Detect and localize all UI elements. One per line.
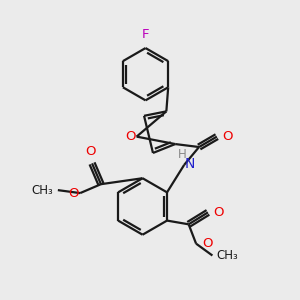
Text: O: O [68, 187, 79, 200]
Text: O: O [202, 237, 213, 250]
Text: N: N [184, 157, 195, 171]
Text: O: O [85, 145, 96, 158]
Text: H: H [178, 148, 187, 161]
Text: O: O [213, 206, 224, 219]
Text: CH₃: CH₃ [217, 249, 239, 262]
Text: F: F [142, 28, 149, 40]
Text: O: O [222, 130, 233, 143]
Text: CH₃: CH₃ [32, 184, 53, 196]
Text: O: O [125, 130, 135, 143]
